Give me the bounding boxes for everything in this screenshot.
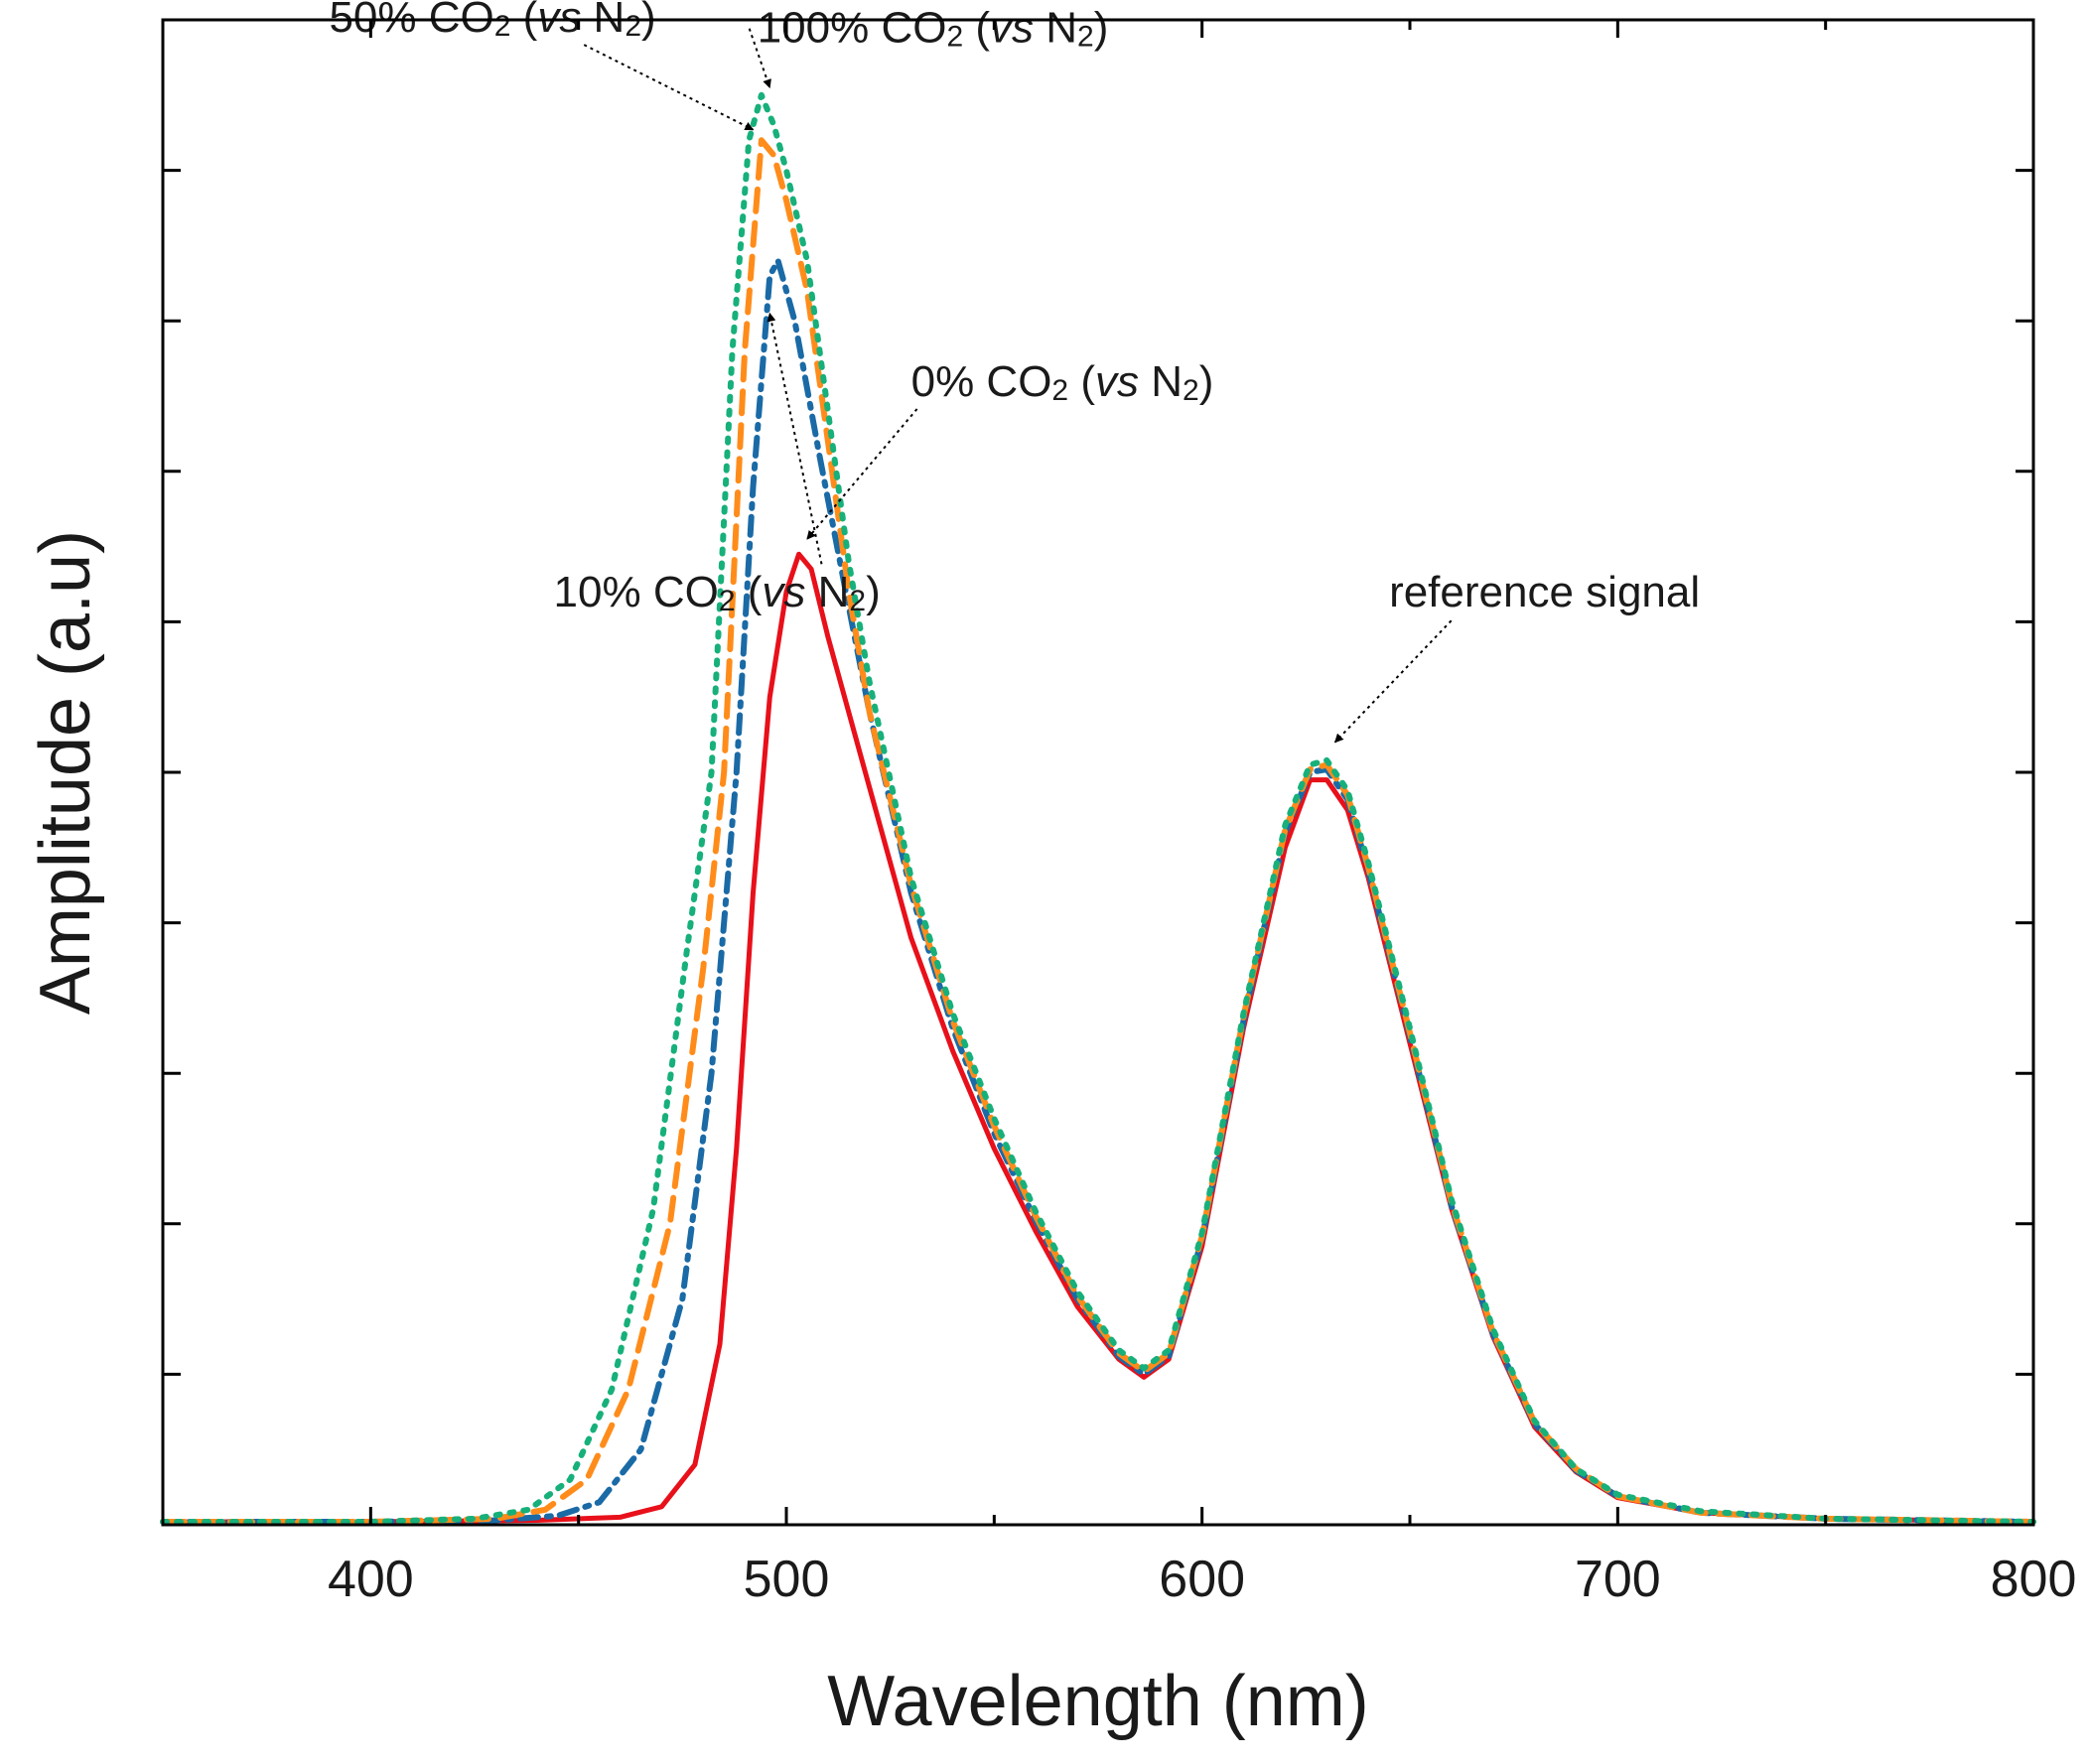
series-line-2 (160, 137, 2036, 1525)
x-tick-label-700: 700 (1575, 1551, 1661, 1608)
series-layer (160, 91, 2036, 1525)
annotation-arrow-a50 (583, 44, 755, 131)
x-axis-title: Wavelength (nm) (827, 1662, 1369, 1741)
x-tick-label-400: 400 (328, 1551, 414, 1608)
annotation-aref: reference signal (1389, 568, 1700, 616)
annotation-a50: 50% CO2 (vs N2) (329, 0, 655, 43)
annotation-a10: 10% CO2 (vs N2) (554, 568, 881, 617)
annotation-layer: 50% CO2 (vs N2) 100% CO2 (vs N2) 0% CO2 (v… (329, 0, 1700, 744)
annotation-a100: 100% CO2 (vs N2) (758, 4, 1109, 54)
x-tick-label-500: 500 (744, 1551, 830, 1608)
annotation-a0: 0% CO2 (vs N2) (911, 357, 1214, 407)
x-tick-label-800: 800 (1991, 1551, 2077, 1608)
series-line-1 (160, 257, 2036, 1525)
y-axis-title: Amplitude (a.u) (26, 530, 105, 1015)
annotation-arrow-a10 (766, 312, 823, 565)
plot-frame (161, 18, 2035, 1527)
series-line-0 (160, 551, 2036, 1525)
annotation-arrow-aref (1333, 619, 1453, 744)
series-line-3 (160, 91, 2036, 1525)
annotation-arrow-a0 (806, 408, 918, 540)
tick-layer: 400 500 600 700 800 (161, 18, 2077, 1608)
x-tick-label-600: 600 (1159, 1551, 1245, 1608)
